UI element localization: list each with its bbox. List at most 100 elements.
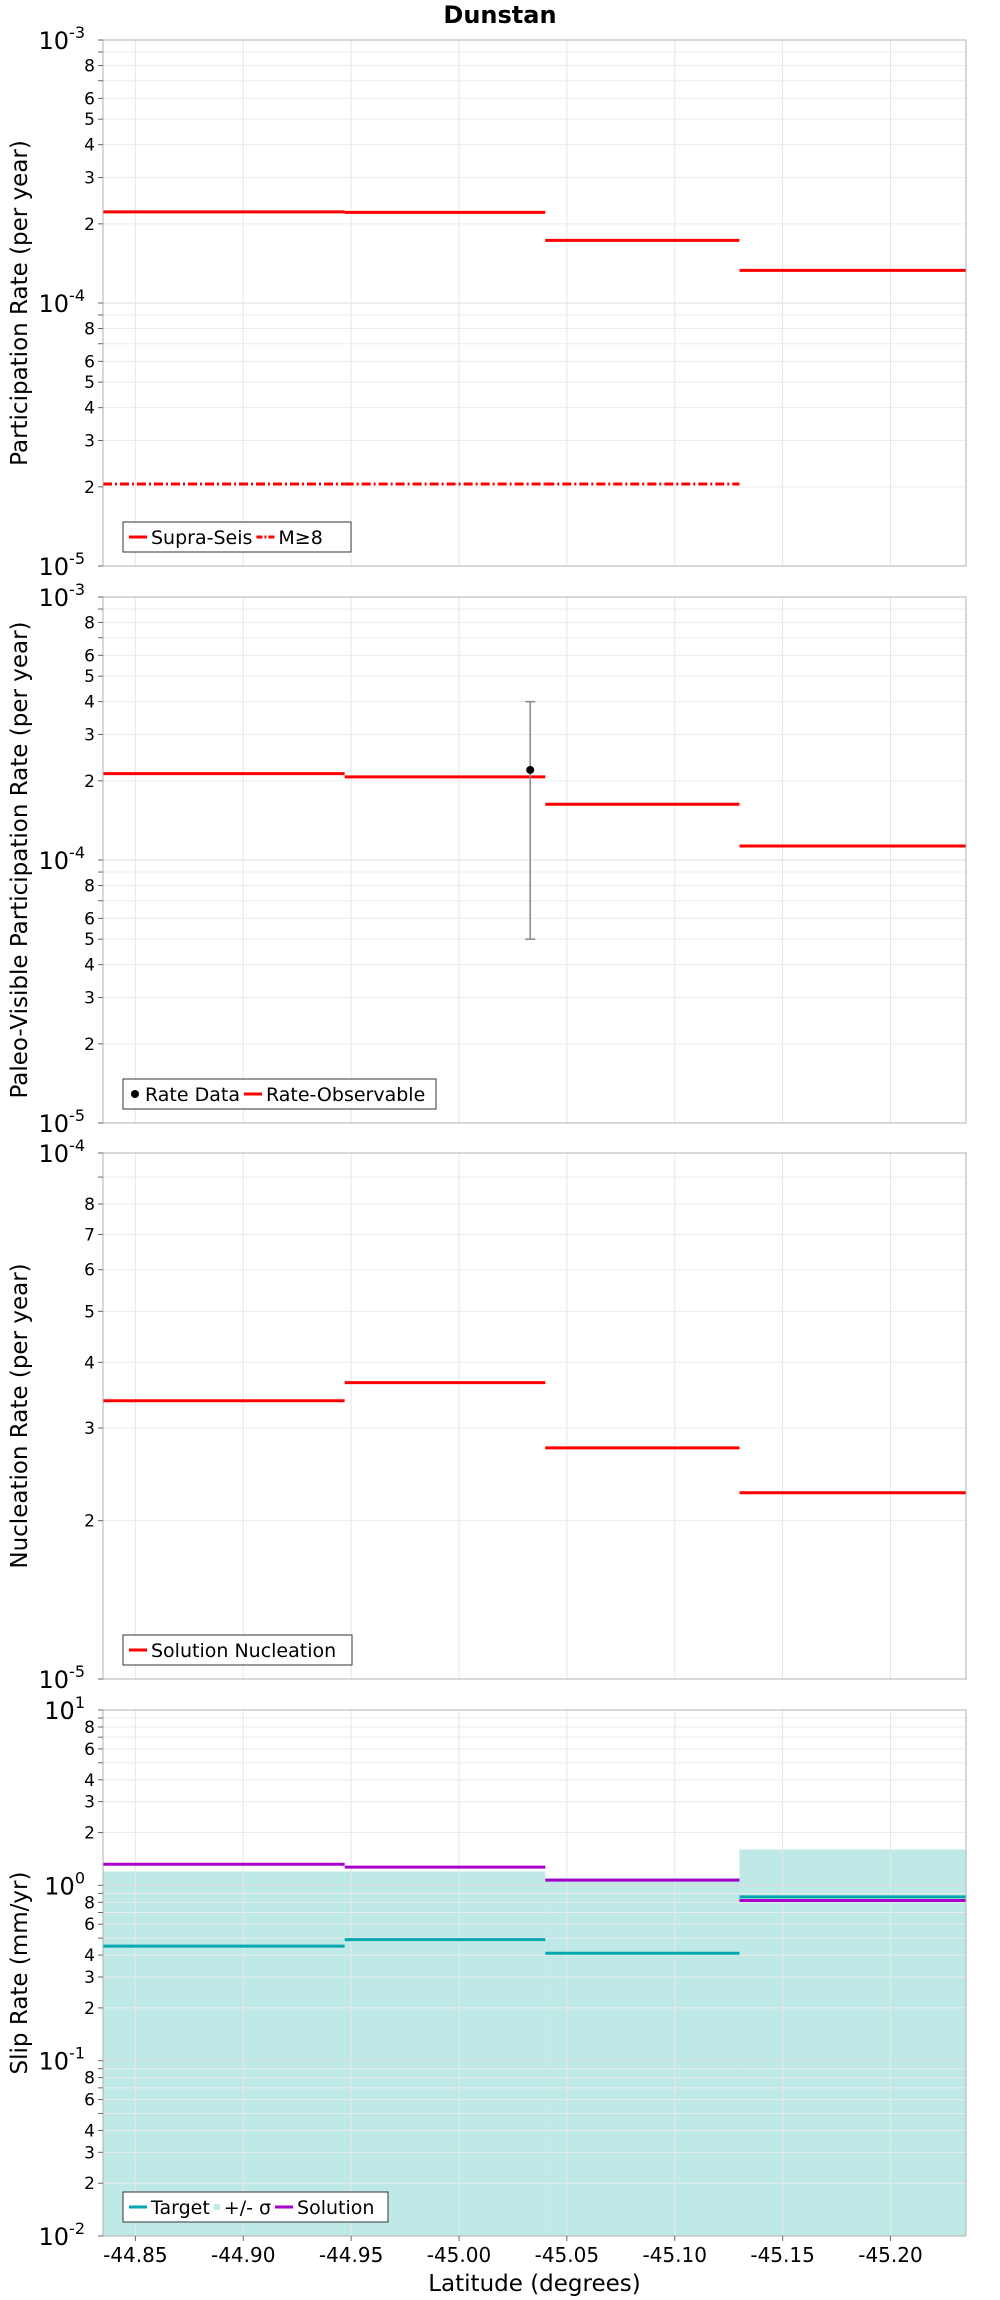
y-tick-label: 6 — [84, 909, 95, 929]
y-tick-label: 6 — [84, 1261, 95, 1281]
y-tick-label: 6 — [84, 1915, 95, 1935]
legend-item---label: +/- σ — [224, 2197, 271, 2219]
sigma-band-segment — [103, 1871, 345, 2236]
y-tick-label: 5 — [84, 1302, 95, 1322]
legend-item-supra-seis-label: Supra-Seis — [151, 527, 252, 549]
x-tick-label: -45.00 — [427, 2243, 491, 2267]
y-tick-label: 4 — [84, 1946, 95, 1966]
y-tick-label: 10-3 — [39, 23, 86, 55]
y-tick-label: 5 — [84, 667, 95, 687]
y-tick-label: 10-4 — [39, 1136, 86, 1168]
y-axis-label: Paleo-Visible Participation Rate (per ye… — [7, 621, 33, 1098]
legend: Supra-Seis M≥8 — [122, 521, 352, 553]
y-tick-label: 8 — [84, 1718, 95, 1738]
y-tick-label: 8 — [84, 319, 95, 339]
y-axis-label: Slip Rate (mm/yr) — [7, 1872, 33, 2075]
y-tick-label: 10-2 — [39, 2219, 86, 2251]
legend-item-rate-data-marker — [131, 1090, 139, 1098]
legend-item-rate-observable-label: Rate-Observable — [266, 1084, 425, 1106]
legend-box — [122, 2191, 389, 2223]
y-tick-label: 4 — [84, 136, 95, 156]
legend: Solution Nucleation — [122, 1634, 353, 1666]
y-tick-label: 5 — [84, 110, 95, 130]
plot-frame — [102, 1152, 967, 1680]
legend-item---swatch — [213, 2204, 220, 2210]
y-tick-label: 2 — [84, 1512, 95, 1532]
sigma-band-segment — [545, 1878, 740, 2236]
y-tick-label: 3 — [84, 726, 95, 746]
x-tick-label: -44.90 — [211, 2243, 275, 2267]
plot-area — [103, 1153, 966, 1679]
y-tick-label: 10-1 — [39, 2044, 86, 2076]
sigma-band-segment — [344, 1871, 546, 2236]
chart-title: Dunstan — [443, 1, 557, 29]
y-tick-label: 8 — [84, 1195, 95, 1215]
y-axis-label: Nucleation Rate (per year) — [7, 1263, 33, 1568]
y-tick-label: 3 — [84, 1419, 95, 1439]
y-tick-label: 6 — [84, 2091, 95, 2111]
y-tick-label: 2 — [84, 1035, 95, 1055]
y-tick-label: 8 — [84, 613, 95, 633]
x-tick-label: -44.95 — [319, 2243, 383, 2267]
x-tick-label: -45.10 — [642, 2243, 706, 2267]
legend-item-m-8-label: M≥8 — [278, 527, 322, 549]
y-tick-label: 4 — [84, 693, 95, 713]
y-tick-label: 2 — [84, 215, 95, 235]
x-tick-label: -45.15 — [750, 2243, 814, 2267]
y-tick-label: 8 — [84, 1893, 95, 1913]
y-tick-label: 3 — [84, 1793, 95, 1813]
legend-box — [122, 1634, 353, 1666]
y-tick-label: 3 — [84, 169, 95, 189]
y-tick-label: 2 — [84, 772, 95, 792]
y-tick-label: 10-5 — [39, 549, 86, 581]
plot-frame — [102, 1709, 967, 2237]
y-tick-label: 2 — [84, 1824, 95, 1844]
y-tick-label: 10-5 — [39, 1662, 86, 1694]
y-tick-label: 8 — [84, 876, 95, 896]
legend-item-solution-label: Solution — [297, 2197, 374, 2219]
legend: Rate Data Rate-Observable — [122, 1078, 437, 1110]
y-tick-label: 8 — [84, 2069, 95, 2089]
y-tick-label: 3 — [84, 432, 95, 452]
y-tick-label: 100 — [44, 1868, 85, 1900]
legend-item-rate-data-label: Rate Data — [145, 1084, 240, 1106]
y-tick-label: 2 — [84, 2174, 95, 2194]
x-tick-label: -44.85 — [103, 2243, 167, 2267]
y-tick-label: 10-4 — [39, 843, 86, 875]
y-tick-label: 6 — [84, 89, 95, 109]
y-tick-label: 6 — [84, 1740, 95, 1760]
y-tick-label: 3 — [84, 1968, 95, 1988]
y-tick-label: 10-5 — [39, 1106, 86, 1138]
y-axis-label: Participation Rate (per year) — [7, 140, 33, 466]
y-tick-label: 6 — [84, 352, 95, 372]
y-tick-label: 3 — [84, 989, 95, 1009]
y-tick-label: 5 — [84, 930, 95, 950]
x-tick-label: -45.05 — [535, 2243, 599, 2267]
rate-data-point — [526, 765, 535, 774]
y-tick-label: 5 — [84, 373, 95, 393]
legend-box — [122, 521, 352, 553]
y-tick-label: 2 — [84, 478, 95, 498]
y-tick-label: 10-3 — [39, 580, 86, 612]
y-tick-label: 101 — [44, 1693, 85, 1725]
y-tick-label: 2 — [84, 1999, 95, 2019]
y-tick-label: 4 — [84, 399, 95, 419]
y-tick-label: 10-4 — [39, 286, 86, 318]
x-axis-label: Latitude (degrees) — [428, 2271, 641, 2297]
sigma-band-segment — [739, 1849, 966, 2236]
legend-item-solution-nucleation-label: Solution Nucleation — [151, 1640, 336, 1662]
panel-3: 10-5 2 3 4 5 6 7 8 10-4 Nucleation Rate (per year… — [7, 1136, 967, 1694]
y-tick-label: 3 — [84, 2143, 95, 2163]
y-tick-label: 8 — [84, 56, 95, 76]
legend: Target +/- σ Solution — [122, 2191, 389, 2223]
y-tick-label: 7 — [84, 1225, 95, 1245]
legend-box — [122, 1078, 437, 1110]
x-tick-label: -45.20 — [858, 2243, 922, 2267]
y-tick-label: 4 — [84, 956, 95, 976]
y-tick-label: 6 — [84, 646, 95, 666]
legend-item-target-label: Target — [150, 2197, 210, 2219]
y-tick-label: 4 — [84, 2121, 95, 2141]
